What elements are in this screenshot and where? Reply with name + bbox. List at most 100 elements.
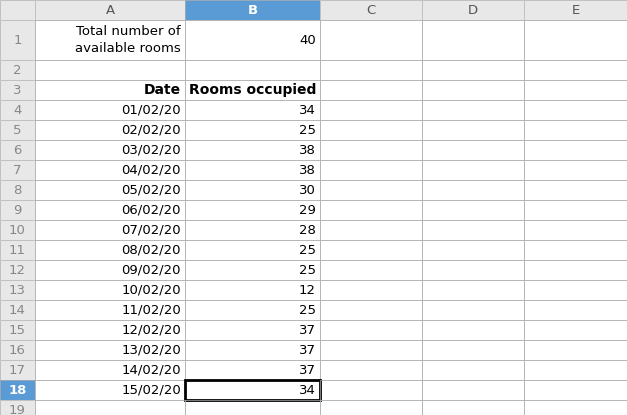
Bar	[320, 380, 422, 400]
Bar	[0, 0, 35, 20]
Bar	[422, 320, 524, 340]
Bar	[0, 180, 35, 200]
Bar	[35, 140, 185, 160]
Bar	[524, 300, 627, 320]
Text: 02/02/20: 02/02/20	[122, 124, 181, 137]
Bar	[0, 80, 35, 100]
Bar	[185, 340, 320, 360]
Text: 12: 12	[299, 283, 316, 296]
Bar	[524, 120, 627, 140]
Text: 29: 29	[299, 203, 316, 217]
Text: 28: 28	[299, 224, 316, 237]
Bar	[0, 280, 35, 300]
Text: 13: 13	[9, 283, 26, 296]
Bar	[0, 60, 35, 80]
Text: D: D	[468, 3, 478, 17]
Bar	[0, 100, 35, 120]
Text: 15: 15	[9, 324, 26, 337]
Bar	[524, 360, 627, 380]
Bar	[422, 240, 524, 260]
Bar	[35, 220, 185, 240]
Bar	[0, 320, 35, 340]
Bar	[0, 20, 35, 60]
Text: 30: 30	[299, 183, 316, 196]
Bar	[422, 100, 524, 120]
Text: available rooms: available rooms	[75, 42, 181, 55]
Bar	[35, 20, 185, 60]
Bar	[0, 220, 35, 240]
Bar	[0, 360, 35, 380]
Bar	[35, 80, 185, 100]
Bar	[0, 380, 35, 400]
Text: 38: 38	[299, 164, 316, 176]
Bar	[524, 320, 627, 340]
Bar	[35, 300, 185, 320]
Bar	[185, 60, 320, 80]
Bar	[422, 180, 524, 200]
Text: 37: 37	[299, 324, 316, 337]
Bar	[185, 380, 320, 400]
Bar	[35, 120, 185, 140]
Text: 13/02/20: 13/02/20	[121, 344, 181, 356]
Text: 25: 25	[299, 244, 316, 256]
Bar	[524, 380, 627, 400]
Text: 14: 14	[9, 303, 26, 317]
Bar	[0, 20, 35, 60]
Bar	[35, 180, 185, 200]
Text: 10/02/20: 10/02/20	[122, 283, 181, 296]
Text: C: C	[366, 3, 376, 17]
Bar	[0, 180, 35, 200]
Bar	[0, 80, 35, 100]
Text: 08/02/20: 08/02/20	[122, 244, 181, 256]
Text: 2: 2	[13, 63, 22, 76]
Bar	[524, 100, 627, 120]
Bar	[320, 180, 422, 200]
Bar	[0, 220, 35, 240]
Text: 03/02/20: 03/02/20	[122, 144, 181, 156]
Bar	[320, 160, 422, 180]
Bar	[185, 140, 320, 160]
Bar	[35, 360, 185, 380]
Bar	[0, 140, 35, 160]
Bar	[422, 60, 524, 80]
Bar	[185, 280, 320, 300]
Text: 05/02/20: 05/02/20	[122, 183, 181, 196]
Text: 18: 18	[8, 383, 27, 396]
Text: 12/02/20: 12/02/20	[121, 324, 181, 337]
Bar	[0, 260, 35, 280]
Text: A: A	[105, 3, 115, 17]
Bar	[0, 320, 35, 340]
Text: 12: 12	[9, 264, 26, 276]
Bar	[35, 340, 185, 360]
Bar	[35, 240, 185, 260]
Text: 10: 10	[9, 224, 26, 237]
Bar	[320, 80, 422, 100]
Text: 25: 25	[299, 264, 316, 276]
Text: 8: 8	[13, 183, 22, 196]
Bar	[35, 380, 185, 400]
Bar	[524, 0, 627, 20]
Bar	[422, 300, 524, 320]
Bar	[0, 300, 35, 320]
Bar	[0, 240, 35, 260]
Text: 38: 38	[299, 144, 316, 156]
Bar	[320, 200, 422, 220]
Bar	[320, 400, 422, 415]
Bar	[524, 60, 627, 80]
Text: 7: 7	[13, 164, 22, 176]
Bar	[320, 280, 422, 300]
Bar	[524, 20, 627, 60]
Bar	[524, 260, 627, 280]
Bar	[320, 60, 422, 80]
Bar	[422, 160, 524, 180]
Bar	[0, 400, 35, 415]
Bar	[422, 340, 524, 360]
Bar	[0, 60, 35, 80]
Text: 34: 34	[299, 383, 316, 396]
Bar	[524, 80, 627, 100]
Bar	[320, 0, 422, 20]
Text: 1: 1	[13, 34, 22, 46]
Bar	[0, 200, 35, 220]
Bar	[35, 100, 185, 120]
Bar	[320, 120, 422, 140]
